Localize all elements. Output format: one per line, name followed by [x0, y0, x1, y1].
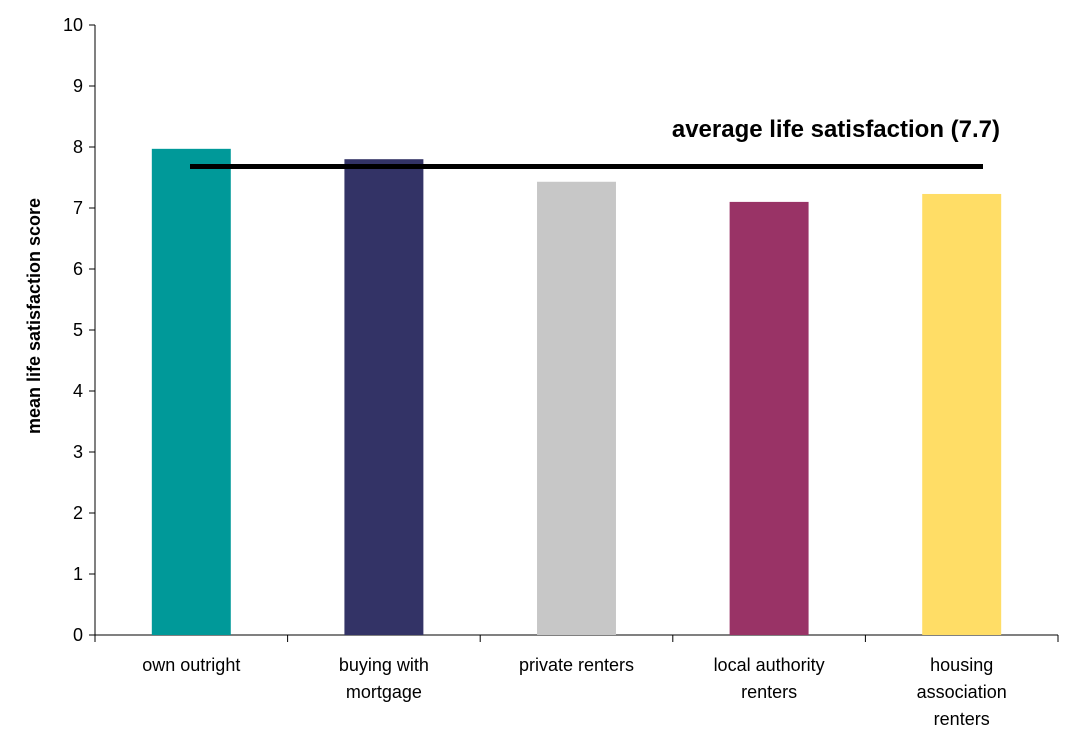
x-axis [94, 634, 1059, 642]
bar [537, 181, 616, 635]
reference-line-group: average life satisfaction (7.7) [190, 116, 1000, 170]
x-tick-label: private renters [519, 655, 634, 675]
category-labels: own outright buying with mortgage private r… [142, 655, 1006, 729]
y-axis-label: mean life satisfaction score [24, 198, 44, 434]
x-tick-label: own outright [142, 655, 240, 675]
x-tick-label: local authority renters [714, 655, 825, 702]
y-axis: 0 1 2 3 4 5 6 7 8 9 10 [63, 15, 96, 645]
x-tick-label: buying with mortgage [339, 655, 429, 702]
y-tick-label: 9 [73, 76, 83, 96]
y-tick-label: 5 [73, 320, 83, 340]
bar [922, 193, 1002, 635]
y-tick-label: 2 [73, 503, 83, 523]
y-tick-label: 3 [73, 442, 83, 462]
y-tick-label: 6 [73, 259, 83, 279]
y-tick-label: 10 [63, 15, 83, 35]
y-tick-label: 1 [73, 564, 83, 584]
y-tick-label: 0 [73, 625, 83, 645]
x-tick-label: housing association renters [917, 655, 1007, 729]
bar [344, 159, 424, 635]
bar [151, 148, 231, 635]
bars [151, 148, 1002, 635]
y-tick-label: 8 [73, 137, 83, 157]
y-tick-label: 7 [73, 198, 83, 218]
y-tick-label: 4 [73, 381, 83, 401]
bar [729, 201, 809, 635]
average-line-label: average life satisfaction (7.7) [672, 116, 1000, 143]
